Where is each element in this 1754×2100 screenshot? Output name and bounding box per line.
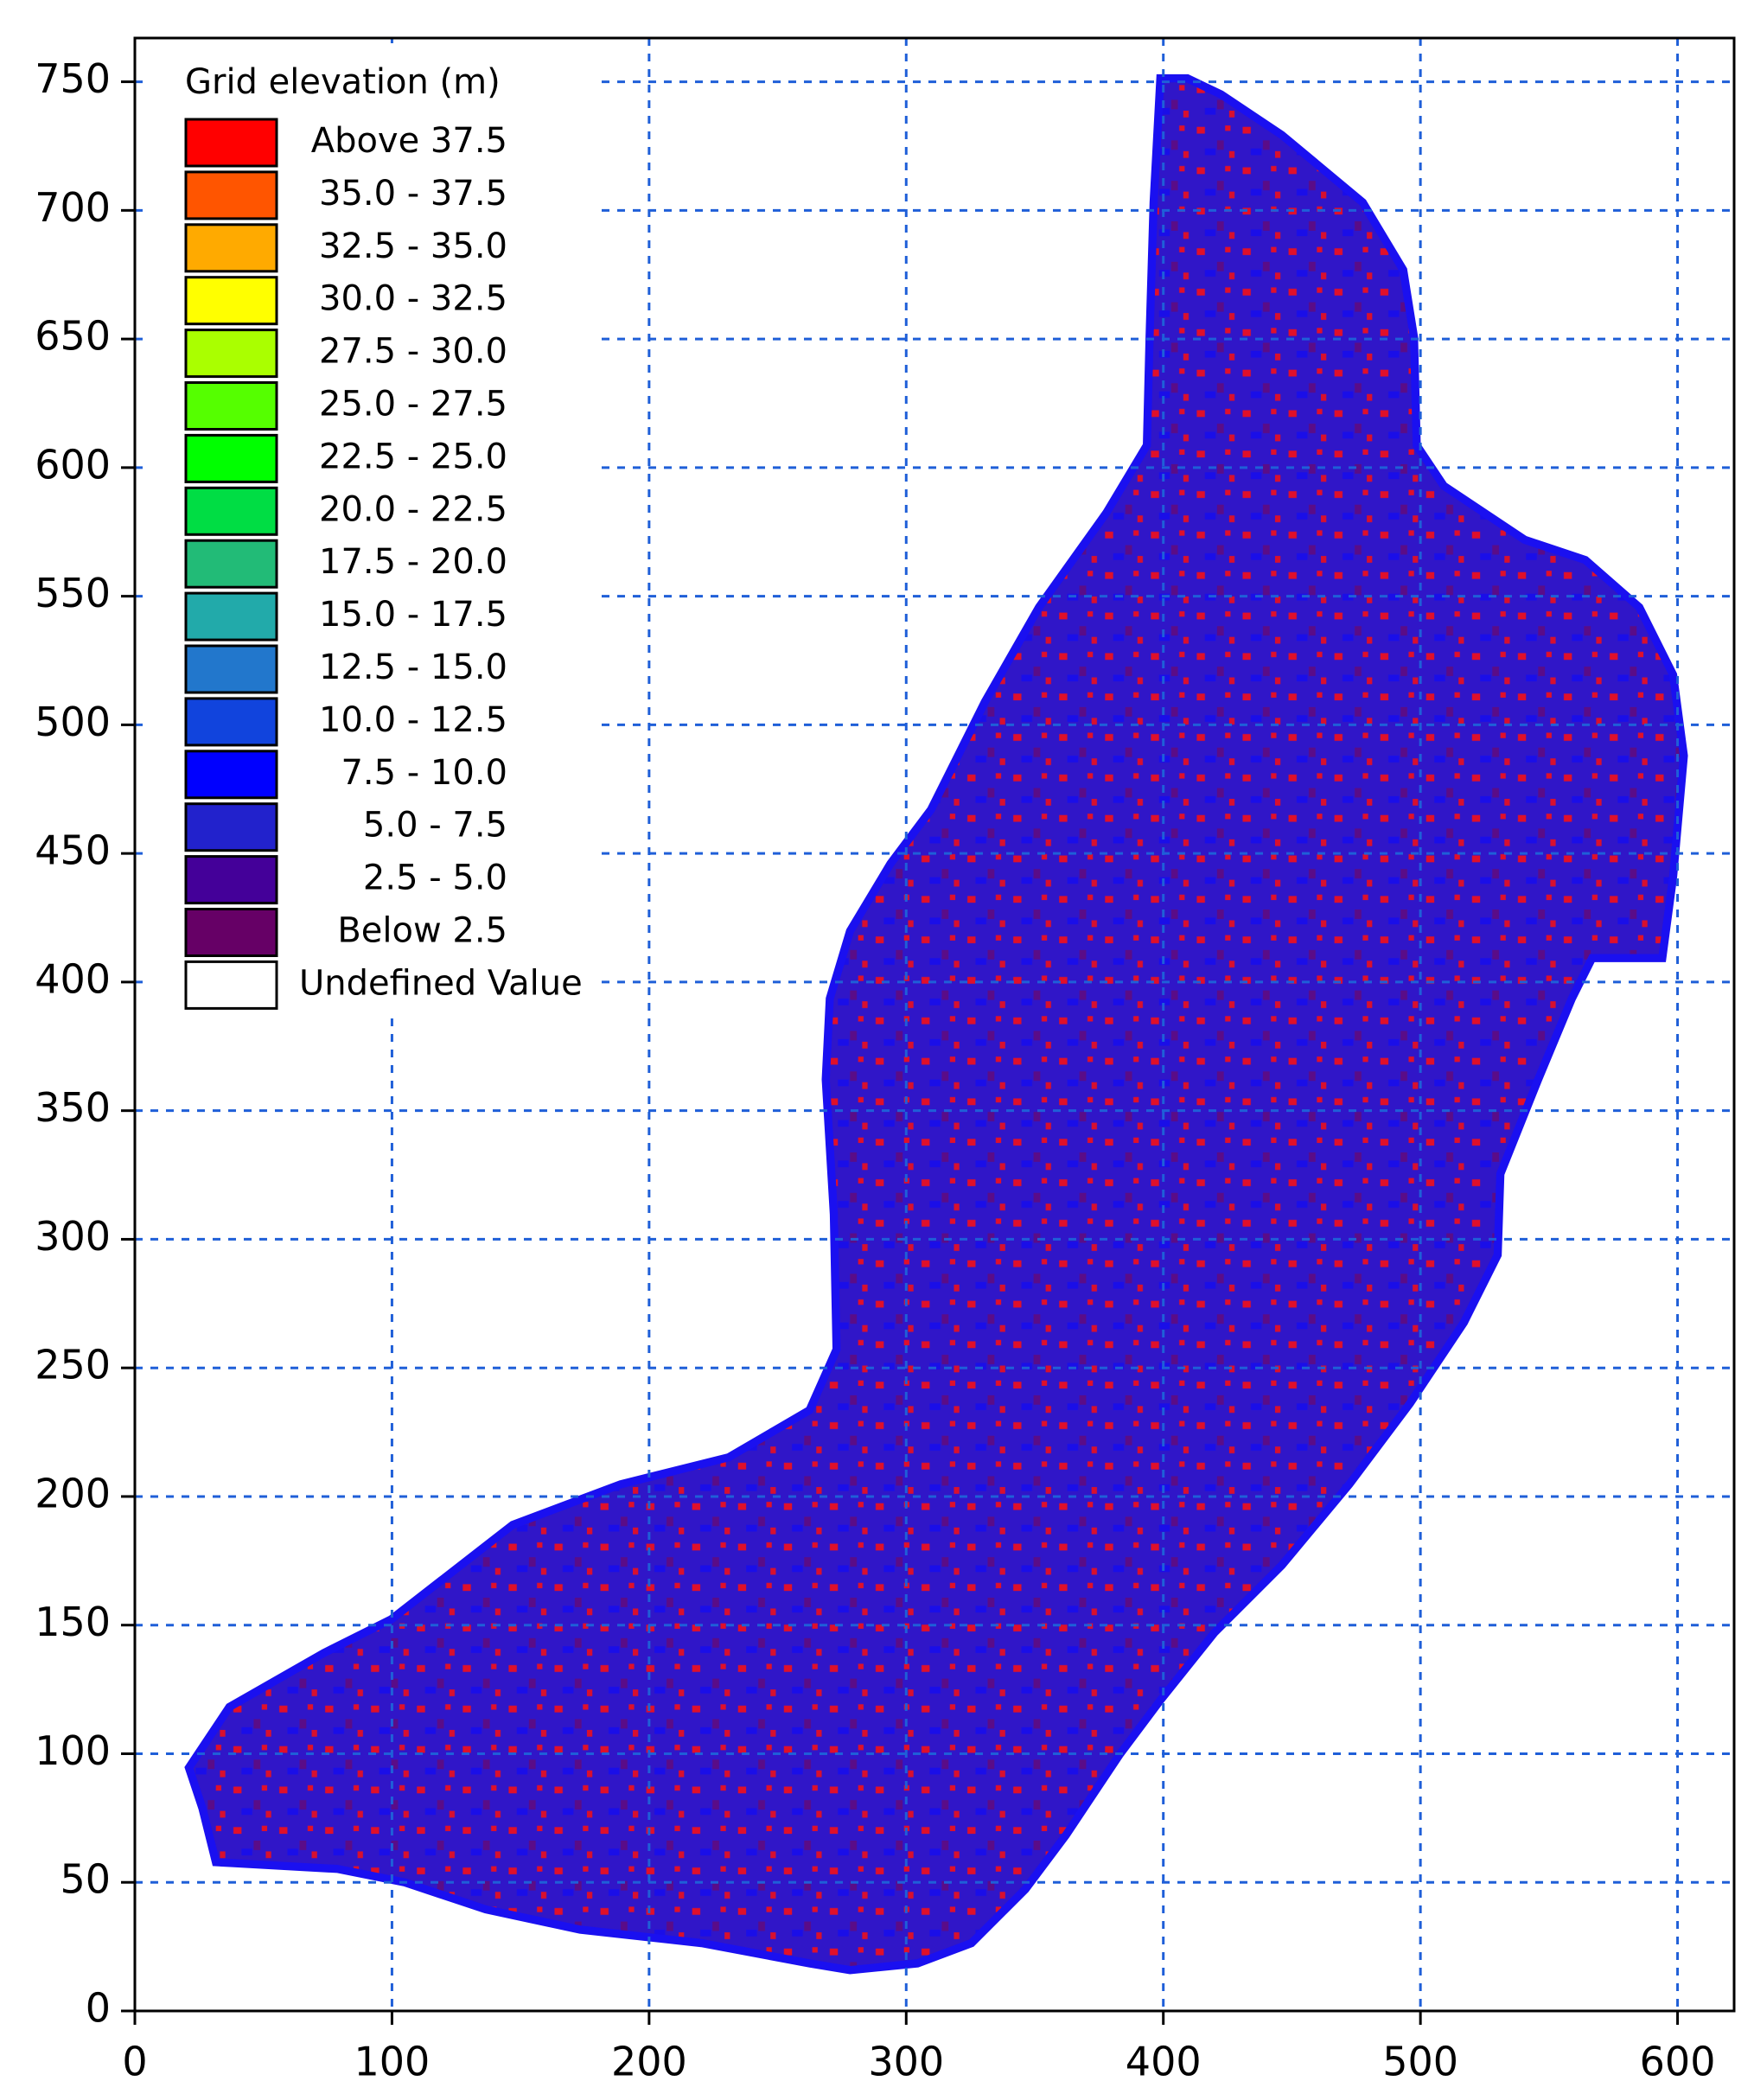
- legend-swatch: [184, 697, 278, 747]
- legend-swatch: [184, 433, 278, 483]
- legend-label: 27.5 - 30.0: [319, 332, 507, 372]
- plot-frame: [133, 36, 1736, 2013]
- y-tick-label: 300: [35, 1213, 111, 1260]
- y-tick-label: 700: [35, 184, 111, 231]
- axes: 0 100 200 300 400 500 600 0 50 100 150 200 250 300 350…: [35, 55, 1715, 2084]
- legend-label: 5.0 - 7.5: [363, 806, 507, 846]
- x-tick-label: 500: [1382, 2039, 1458, 2085]
- legend-label: 22.5 - 25.0: [319, 437, 507, 476]
- legend-swatch: [184, 118, 278, 168]
- legend-label: Below 2.5: [337, 911, 507, 951]
- legend-swatch: [184, 223, 278, 273]
- x-tick-label: 600: [1640, 2039, 1716, 2085]
- legend-label: 15.0 - 17.5: [319, 595, 507, 635]
- legend-label: 32.5 - 35.0: [319, 227, 507, 266]
- x-tick-label: 100: [354, 2039, 431, 2085]
- legend-title: Grid elevation (m): [185, 62, 501, 102]
- x-tick-label: 400: [1126, 2039, 1202, 2085]
- legend-label: 17.5 - 20.0: [319, 542, 507, 582]
- x-tick-label: 200: [611, 2039, 687, 2085]
- x-tick-label: 300: [868, 2039, 944, 2085]
- y-tick-label: 400: [35, 955, 111, 1002]
- legend-swatch: [184, 750, 278, 800]
- legend-swatch: [184, 539, 278, 589]
- legend-swatch: [184, 170, 278, 220]
- legend-swatch: [184, 960, 278, 1010]
- legend-swatch: [184, 591, 278, 641]
- legend-label: 7.5 - 10.0: [341, 753, 507, 793]
- legend-swatch: [184, 855, 278, 905]
- y-tick-label: 600: [35, 441, 111, 488]
- legend-swatch: [184, 486, 278, 536]
- legend-label: 30.0 - 32.5: [319, 279, 507, 319]
- y-tick-label: 500: [35, 699, 111, 745]
- legend-swatch: [184, 644, 278, 694]
- y-tick-label: 250: [35, 1342, 111, 1388]
- elevation-region: [184, 73, 1688, 1975]
- y-tick-label: 350: [35, 1084, 111, 1131]
- y-tick-label: 150: [35, 1599, 111, 1645]
- y-tick-label: 0: [86, 1985, 111, 2032]
- y-tick-label: 650: [35, 313, 111, 360]
- y-tick-label: 450: [35, 827, 111, 874]
- y-tick-label: 750: [35, 55, 111, 102]
- legend-swatch: [184, 381, 278, 431]
- x-tick-label: 0: [122, 2039, 147, 2085]
- y-tick-label: 550: [35, 570, 111, 616]
- legend-label: 20.0 - 22.5: [319, 489, 507, 529]
- y-tick-label: 200: [35, 1470, 111, 1516]
- legend: Above 37.5 35.0 - 37.5 32.5 - 35.0 30.0 - 3…: [184, 118, 583, 1010]
- legend-swatch: [184, 329, 278, 379]
- legend-swatch: [184, 908, 278, 957]
- y-tick-label: 100: [35, 1727, 111, 1774]
- legend-swatch: [184, 276, 278, 326]
- legend-label: Above 37.5: [311, 121, 507, 161]
- legend-label: 2.5 - 5.0: [363, 859, 507, 898]
- legend-label: Undefined Value: [299, 963, 583, 1003]
- y-tick-label: 50: [60, 1856, 111, 1903]
- legend-label: 12.5 - 15.0: [319, 648, 507, 687]
- legend-label: 25.0 - 27.5: [319, 385, 507, 424]
- legend-label: 35.0 - 37.5: [319, 174, 507, 214]
- legend-label: 10.0 - 12.5: [319, 700, 507, 740]
- legend-swatch: [184, 802, 278, 852]
